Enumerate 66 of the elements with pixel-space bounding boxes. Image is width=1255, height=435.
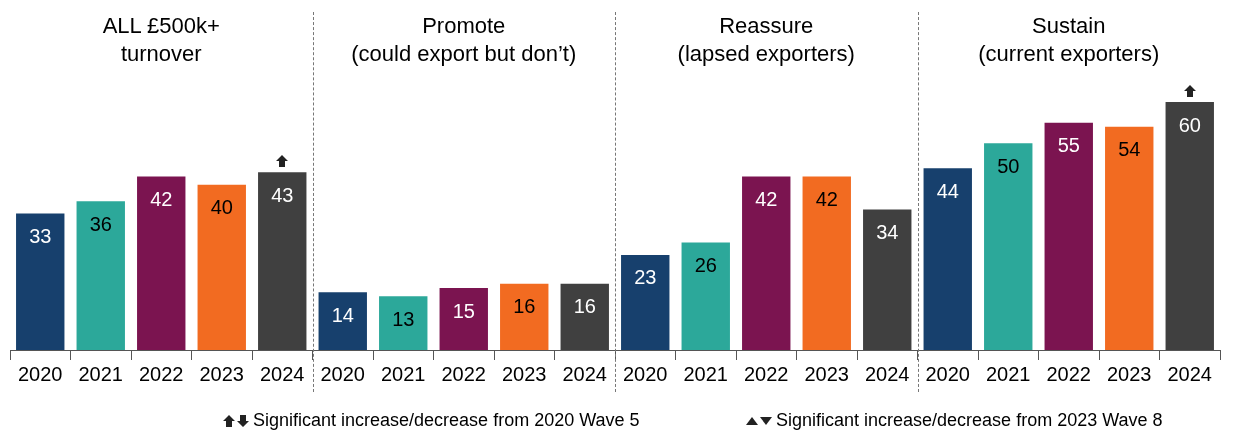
x-tick-label: 2020 (18, 362, 63, 385)
data-label: 15 (452, 299, 475, 322)
bar (984, 143, 1033, 350)
data-label: 55 (1057, 134, 1080, 157)
data-label: 43 (271, 183, 294, 206)
data-label: 33 (29, 225, 52, 248)
x-tick-label: 2023 (502, 362, 547, 385)
x-tick-label: 2024 (562, 362, 607, 385)
text: Reassure (lapsed exporters) (676, 12, 856, 68)
x-tick-label: 2022 (1046, 362, 1091, 385)
bar (500, 283, 549, 350)
data-label: 60 (1178, 113, 1201, 136)
bar (863, 209, 912, 350)
x-tick-label: 2022 (441, 362, 486, 385)
bar (318, 292, 367, 350)
x-tick-label: 2021 (986, 362, 1031, 385)
data-label: 54 (1118, 138, 1141, 161)
x-tick-label: 2020 (925, 362, 970, 385)
text: ALL £500k+ turnover (101, 12, 221, 68)
text: Significant increase/decrease from 2020 Wave 5 (253, 410, 640, 431)
data-label: 42 (150, 187, 173, 210)
bar (379, 296, 428, 350)
text: Sustain (current exporters) (977, 12, 1161, 68)
data-label: 40 (210, 196, 233, 219)
x-tick-label: 2023 (804, 362, 849, 385)
x-tick-label: 2021 (78, 362, 123, 385)
bar (1044, 122, 1093, 350)
x-tick-label: 2023 (199, 362, 244, 385)
bar (802, 176, 851, 350)
bar (16, 213, 65, 350)
data-label: 14 (331, 303, 354, 326)
text: Significant increase/decrease from 2023 Wave 8 (776, 410, 1163, 431)
text: Promote (could export but don’t) (350, 12, 578, 68)
data-label: 26 (694, 254, 717, 277)
data-label: 16 (513, 295, 536, 318)
bar (1165, 102, 1214, 350)
bar (742, 176, 791, 350)
x-tick-label: 2022 (744, 362, 789, 385)
data-label: 16 (573, 295, 596, 318)
bar (621, 254, 670, 350)
x-tick-label: 2024 (260, 362, 305, 385)
bar (197, 184, 246, 350)
bar (258, 172, 307, 350)
data-label: 34 (876, 220, 899, 243)
x-tick-label: 2024 (1167, 362, 1212, 385)
x-tick-label: 2021 (683, 362, 728, 385)
bar (681, 242, 730, 350)
data-label: 23 (634, 266, 657, 289)
bar (923, 168, 972, 350)
x-tick-label: 2024 (865, 362, 910, 385)
bar (439, 288, 488, 350)
bar (1105, 126, 1154, 350)
bar (76, 201, 125, 350)
data-label: 36 (89, 212, 112, 235)
x-tick-label: 2021 (381, 362, 426, 385)
x-tick-label: 2022 (139, 362, 184, 385)
data-label: 42 (815, 187, 838, 210)
x-tick-label: 2020 (320, 362, 365, 385)
x-tick-label: 2023 (1107, 362, 1152, 385)
data-label: 42 (755, 187, 778, 210)
bar (560, 283, 609, 350)
data-label: 13 (392, 307, 415, 330)
bar (137, 176, 186, 350)
data-label: 44 (936, 179, 959, 202)
x-tick-label: 2020 (623, 362, 668, 385)
data-label: 50 (997, 154, 1020, 177)
